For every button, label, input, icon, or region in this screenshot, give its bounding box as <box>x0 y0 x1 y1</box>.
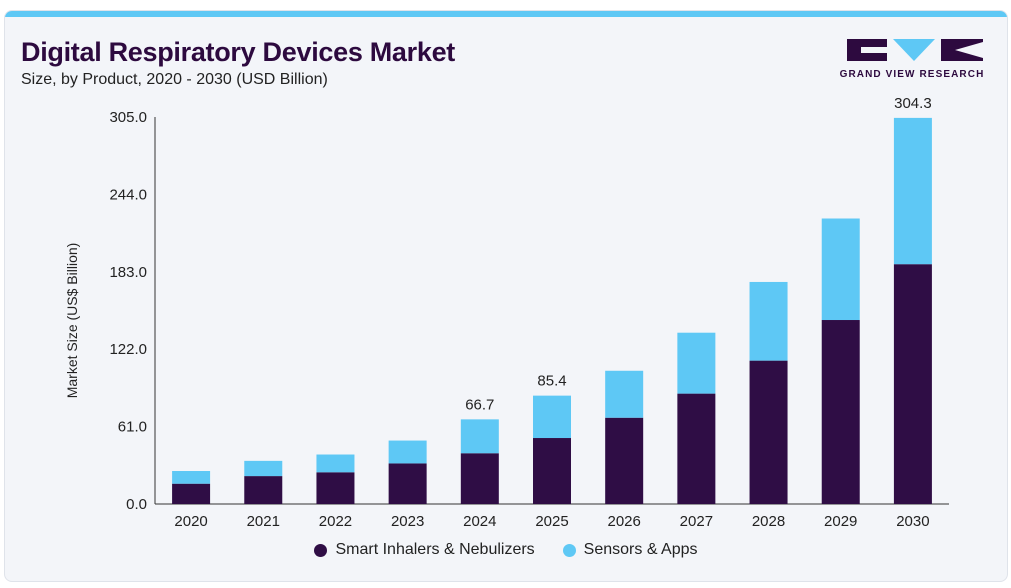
chart-card: Digital Respiratory Devices Market Size,… <box>4 10 1008 582</box>
legend-dot-smart-inhalers <box>314 543 328 557</box>
bar-smart-inhalers-2029 <box>821 320 860 504</box>
bar-sensors-apps-2020 <box>172 471 211 484</box>
legend: Smart Inhalers & Nebulizers Sensors & Ap… <box>5 541 1007 559</box>
x-tick-label: 2021 <box>247 513 280 530</box>
y-tick-label: 244.0 <box>109 186 147 203</box>
data-label-2025: 85.4 <box>537 373 566 390</box>
bar-sensors-apps-2029 <box>821 218 860 321</box>
y-tick-label: 61.0 <box>118 419 147 436</box>
x-tick-label: 2024 <box>463 513 496 530</box>
bar-smart-inhalers-2026 <box>605 417 644 504</box>
y-axis-label: Market Size (US$ Billion) <box>64 243 80 399</box>
x-tick-label: 2020 <box>174 513 207 530</box>
legend-item-sensors-apps: Sensors & Apps <box>562 541 698 559</box>
y-tick-label: 305.0 <box>109 109 147 126</box>
bar-sensors-apps-2030 <box>893 117 932 265</box>
accent-strip <box>5 11 1007 17</box>
bar-smart-inhalers-2030 <box>893 264 932 504</box>
bar-sensors-apps-2025 <box>533 395 571 439</box>
x-tick-label: 2022 <box>319 513 352 530</box>
legend-item-smart-inhalers: Smart Inhalers & Nebulizers <box>314 541 535 559</box>
y-tick-label: 183.0 <box>109 264 147 281</box>
y-tick-label: 0.0 <box>126 496 147 513</box>
bar-sensors-apps-2026 <box>605 370 644 418</box>
data-label-2030: 304.3 <box>894 95 932 112</box>
x-tick-label: 2029 <box>824 513 857 530</box>
bar-sensors-apps-2024 <box>460 419 499 454</box>
bar-smart-inhalers-2022 <box>316 472 355 504</box>
bar-smart-inhalers-2025 <box>533 438 571 504</box>
bar-smart-inhalers-2024 <box>460 453 499 504</box>
bar-sensors-apps-2027 <box>677 332 716 394</box>
x-tick-label: 2026 <box>607 513 640 530</box>
bar-sensors-apps-2023 <box>388 440 427 464</box>
bar-smart-inhalers-2020 <box>172 483 211 504</box>
logo-text: GRAND VIEW RESEARCH <box>839 69 985 80</box>
logo-mark-icon <box>847 39 983 61</box>
x-tick-label: 2030 <box>896 513 929 530</box>
bar-smart-inhalers-2023 <box>388 463 427 504</box>
x-tick-label: 2027 <box>680 513 713 530</box>
legend-dot-sensors-apps <box>562 543 576 557</box>
x-tick-label: 2025 <box>535 513 568 530</box>
chart-title: Digital Respiratory Devices Market <box>21 37 455 67</box>
legend-label-smart-inhalers: Smart Inhalers & Nebulizers <box>335 541 535 558</box>
bar-smart-inhalers-2028 <box>749 360 788 504</box>
x-tick-label: 2023 <box>391 513 424 530</box>
bar-sensors-apps-2021 <box>244 460 283 477</box>
chart-subtitle: Size, by Product, 2020 - 2030 (USD Billi… <box>21 71 328 88</box>
bar-smart-inhalers-2021 <box>244 476 283 504</box>
bar-smart-inhalers-2027 <box>677 393 716 504</box>
data-label-2024: 66.7 <box>465 396 494 413</box>
bar-sensors-apps-2028 <box>749 281 788 361</box>
bar-sensors-apps-2022 <box>316 454 355 473</box>
legend-label-sensors-apps: Sensors & Apps <box>583 541 698 558</box>
x-tick-label: 2028 <box>752 513 785 530</box>
grand-view-research-logo: GRAND VIEW RESEARCH <box>837 39 987 95</box>
y-tick-label: 122.0 <box>109 341 147 358</box>
stacked-bar-chart: 0.0 61.0 122.0 183.0 244.0 305.0 Market Size (… <box>64 95 949 530</box>
